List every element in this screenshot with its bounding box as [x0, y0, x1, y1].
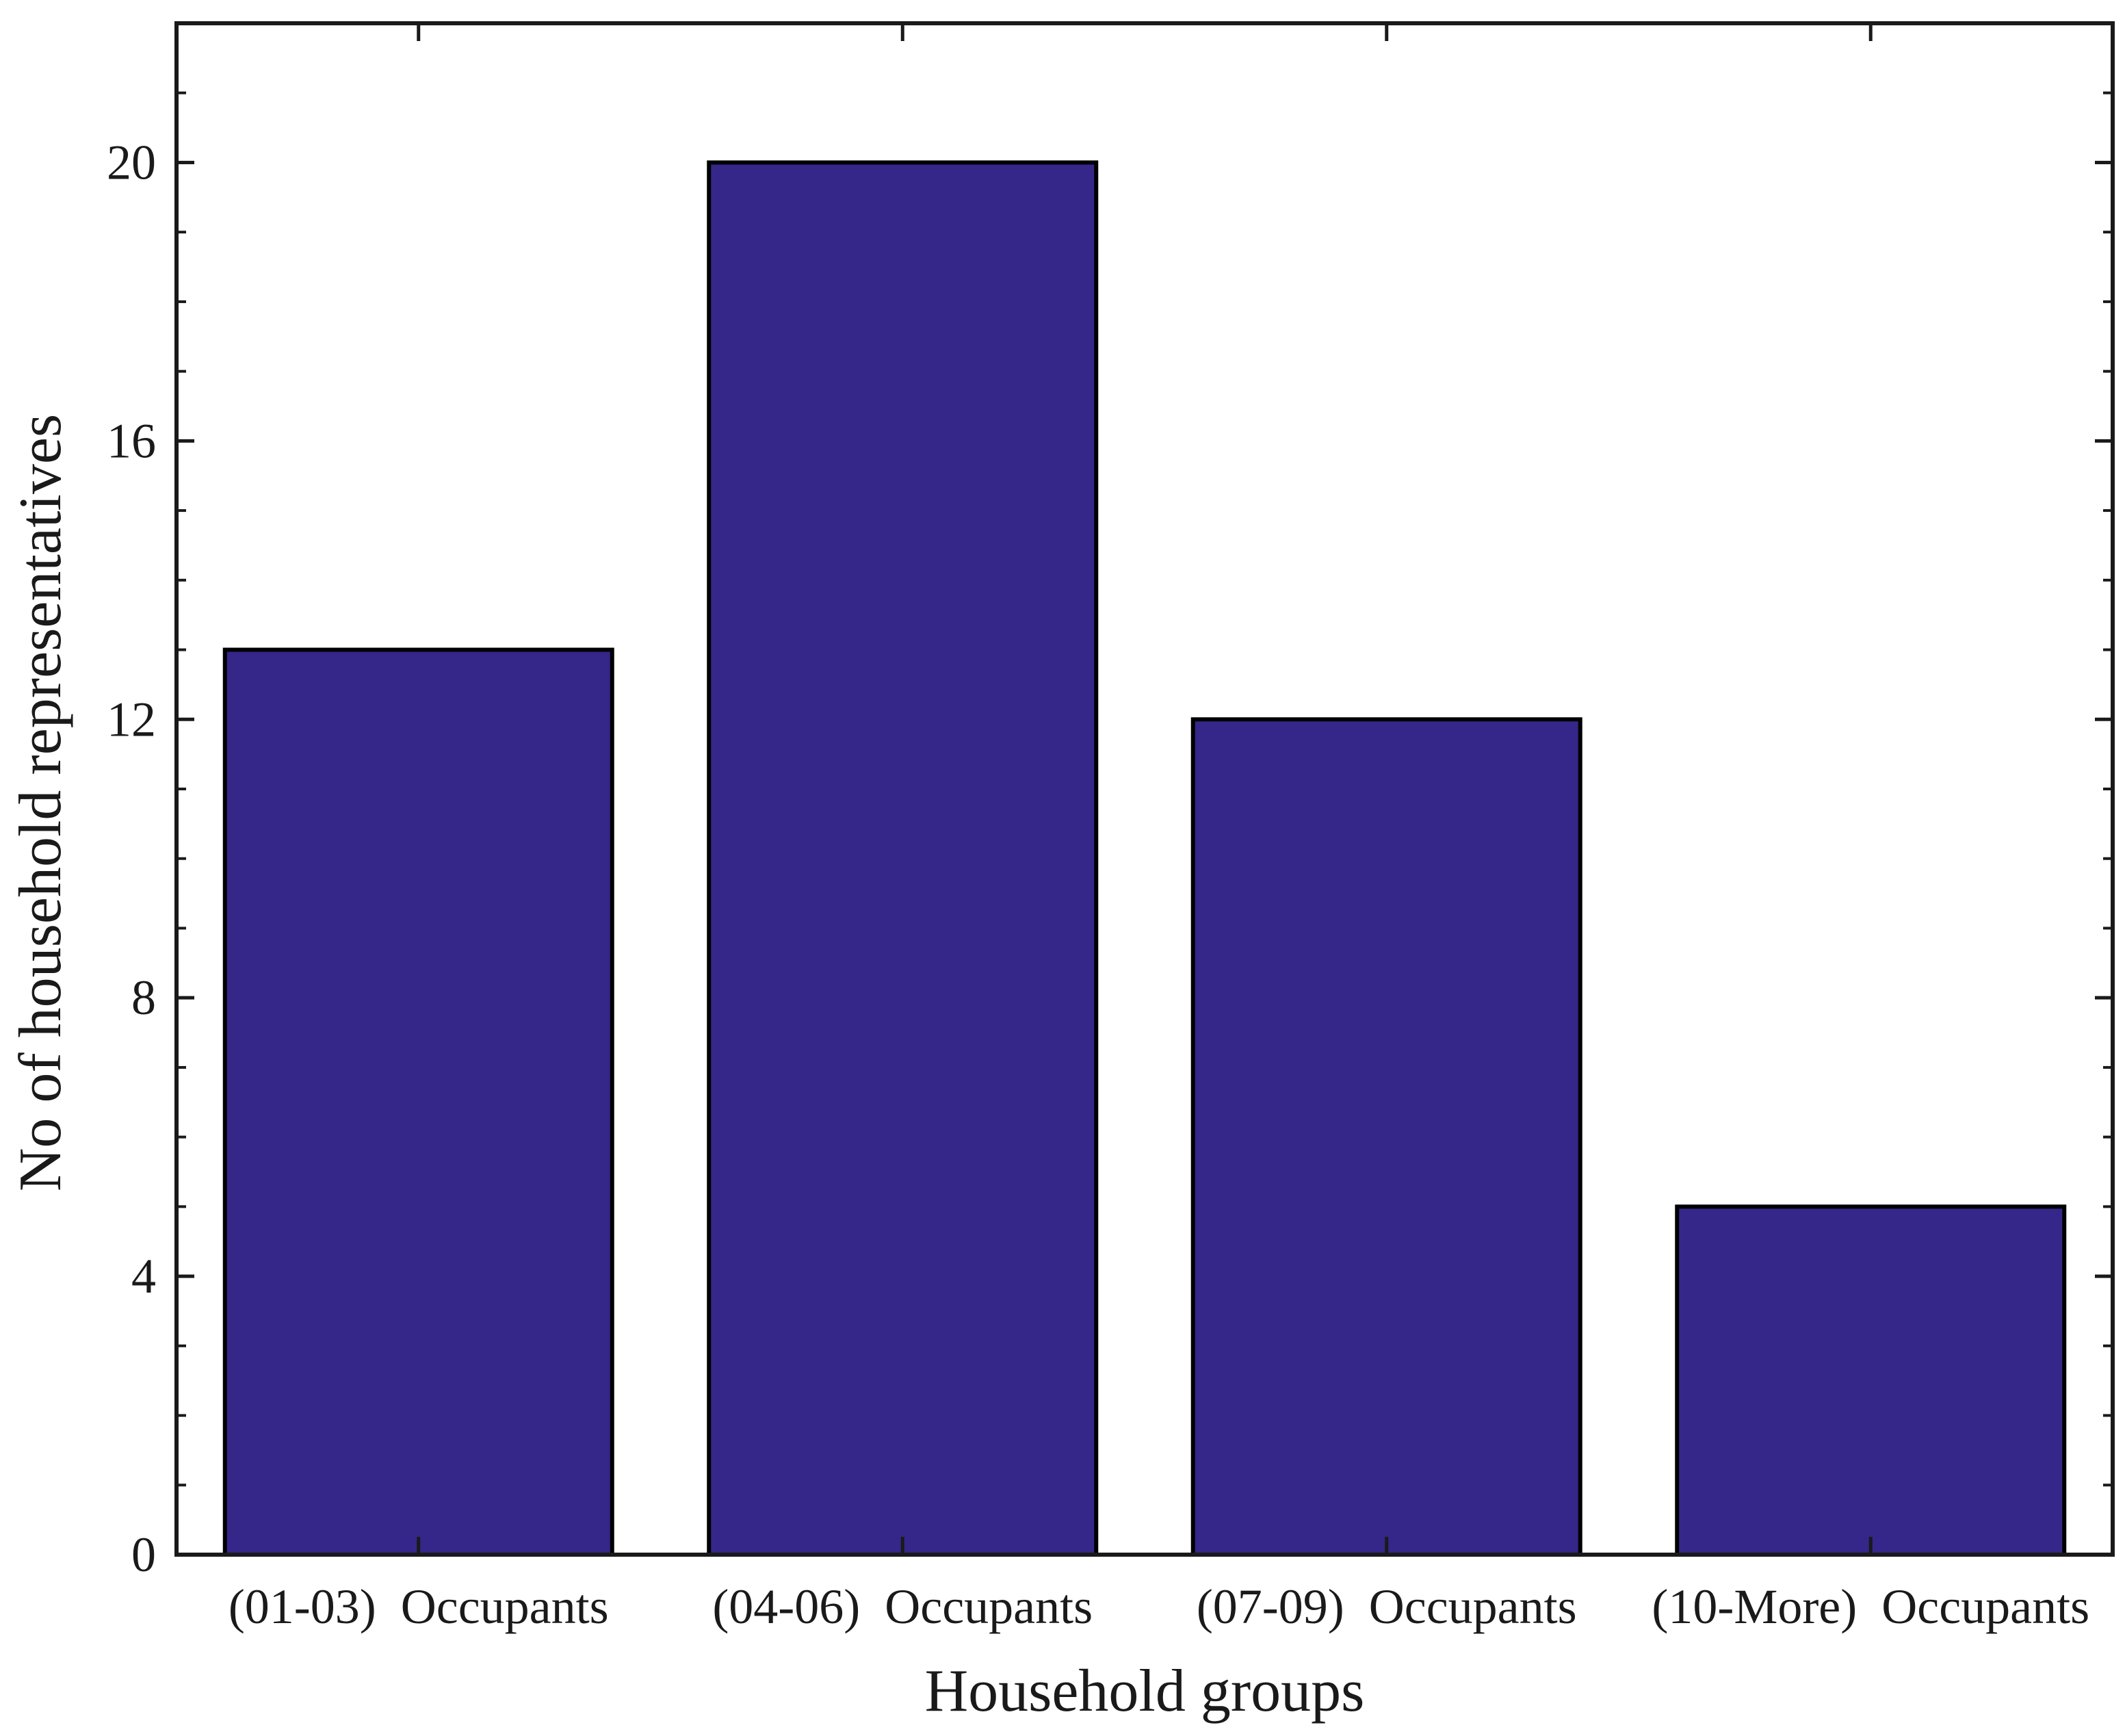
- y-tick-label: 12: [107, 692, 156, 747]
- labels-layer: 0 4 8 12 16 20 (01-03) Occupants (04-06) Occupa…: [107, 135, 2089, 1634]
- y-tick-label: 0: [131, 1527, 156, 1582]
- x-category-label: (07-09) Occupants: [1197, 1579, 1577, 1634]
- y-axis-title: No of household representatives: [8, 414, 74, 1191]
- ticks-layer: [177, 22, 2113, 1557]
- bar-3: [1190, 717, 1582, 1557]
- x-category-label: (04-06) Occupants: [712, 1579, 1093, 1634]
- x-axis-title: Household groups: [925, 1658, 1365, 1724]
- y-tick-label: 20: [107, 135, 156, 190]
- y-tick-label: 8: [131, 970, 156, 1025]
- x-category-label: (01-03) Occupants: [229, 1579, 609, 1634]
- bar-1: [222, 647, 614, 1557]
- bar-2: [707, 160, 1099, 1557]
- y-tick-label: 16: [107, 413, 156, 468]
- bars-layer: [222, 160, 2067, 1557]
- y-tick-label: 4: [131, 1249, 156, 1304]
- x-category-label: (10-More) Occupants: [1652, 1579, 2089, 1634]
- plot-frame: [174, 21, 2115, 1557]
- bar-4: [1675, 1204, 2067, 1557]
